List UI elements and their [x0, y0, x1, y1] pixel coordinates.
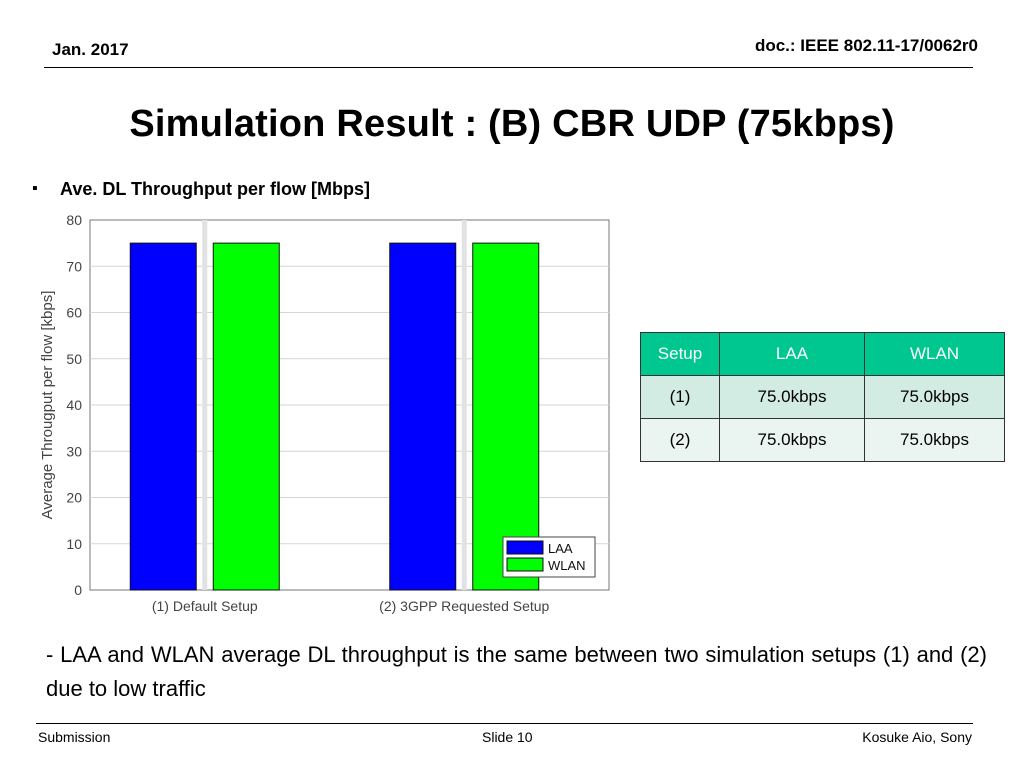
chart-legend: LAA WLAN [502, 536, 596, 578]
table-header-wlan: WLAN [864, 332, 1005, 376]
y-tick-label: 10 [66, 536, 82, 552]
y-tick-label: 20 [66, 490, 82, 506]
y-tick-label: 60 [66, 305, 82, 321]
table-cell: (2) [640, 418, 720, 462]
category-separators [202, 220, 467, 590]
bar [389, 242, 457, 591]
table-cell: 75.0kbps [864, 418, 1005, 462]
x-tick-label: (2) 3GPP Requested Setup [379, 598, 549, 614]
table-cell: 75.0kbps [719, 418, 865, 462]
results-table: Setup LAA WLAN (1) 75.0kbps 75.0kbps (2)… [640, 332, 1005, 462]
y-tick-label: 30 [66, 443, 82, 459]
footer-slide-number: Slide 10 [482, 729, 533, 745]
table-cell: 75.0kbps [719, 375, 865, 419]
bullet-marker: ▪ [32, 180, 38, 197]
table-row: (2) 75.0kbps 75.0kbps [640, 418, 1005, 462]
footer-author: Kosuke Aio, Sony [862, 729, 972, 745]
y-axis-label: Average Througput per flow [kbps] [39, 291, 56, 520]
conclusion-text: - LAA and WLAN average DL throughput is … [46, 642, 987, 701]
footer-submission: Submission [38, 729, 111, 745]
slide-title: Simulation Result : (B) CBR UDP (75kbps) [129, 103, 895, 145]
bars [129, 242, 540, 591]
throughput-chart: 0 10 20 30 40 50 60 70 80 (1) Default Setup (2) 3… [30, 212, 620, 620]
y-tick-label: 40 [66, 397, 82, 413]
x-tick-labels: (1) Default Setup (2) 3GPP Requested Setu… [152, 598, 550, 614]
header-date: Jan. 2017 [52, 40, 129, 59]
y-tick-labels: 0 10 20 30 40 50 60 70 80 [66, 212, 82, 598]
table-header-row: Setup LAA WLAN [640, 332, 1005, 376]
y-tick-label: 70 [66, 258, 82, 274]
y-tick-label: 80 [66, 212, 82, 228]
header-divider [44, 67, 973, 68]
legend-swatch [506, 557, 544, 572]
table-cell: (1) [640, 375, 720, 419]
table-row: (1) 75.0kbps 75.0kbps [640, 375, 1005, 419]
bullet-text: Ave. DL Throughput per flow [Mbps] [60, 179, 370, 199]
chart-svg: 0 10 20 30 40 50 60 70 80 (1) Default Setup (2) 3… [39, 212, 610, 614]
legend-swatch [506, 540, 544, 555]
table-header-laa: LAA [719, 332, 865, 376]
x-tick-label: (1) Default Setup [152, 598, 258, 614]
bar [472, 242, 540, 591]
legend-label: WLAN [548, 558, 586, 573]
bar [212, 242, 280, 591]
header-doc-id: doc.: IEEE 802.11-17/0062r0 [754, 36, 978, 55]
y-tick-label: 0 [74, 582, 82, 598]
table-cell: 75.0kbps [864, 375, 1005, 419]
y-tick-label: 50 [66, 351, 82, 367]
legend-label: LAA [548, 541, 573, 556]
footer-divider [36, 723, 973, 724]
bar [129, 242, 197, 591]
table-header-setup: Setup [640, 332, 720, 376]
